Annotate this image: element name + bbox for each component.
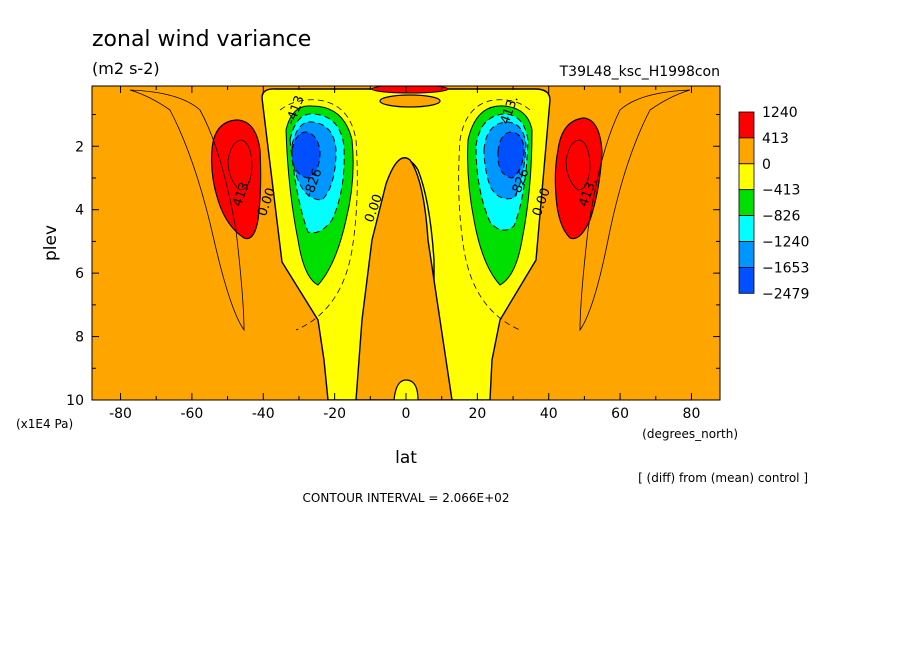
colorbar-swatch [738,111,755,139]
colorbar-label: 413 [762,131,789,147]
colorbar-label: 1240 [762,105,798,121]
y-axis-units: (x1E4 Pa) [16,417,73,431]
x-tick-label: 60 [611,406,629,422]
x-tick-label: 80 [683,406,701,422]
top-small-cell [379,94,441,108]
run-label: T39L48_ksc_H1998con [559,64,720,80]
contour-left-outer [129,89,245,332]
colorbar-label: −413 [762,183,800,199]
diff-note: [ (diff) from (mean) control ] [638,471,808,485]
dark-blue-right [497,131,525,179]
colorbar-swatch [738,189,755,216]
colorbar-label: 0 [762,157,771,173]
colorbar-swatch [738,241,755,268]
y-axis-label: plev [41,225,61,261]
y-tick-label: 6 [75,266,84,282]
dashed-left [279,99,358,331]
x-tick-label: -20 [323,406,346,422]
y-tick-label: 4 [75,203,84,219]
x-axis-label: lat [395,448,417,468]
red-left-inner [227,139,253,191]
x-axis-units: (degrees_north) [642,427,738,441]
chart-units: (m2 s-2) [92,59,160,78]
x-tick-label: 20 [468,406,486,422]
top-small-cell-2 [371,86,449,94]
contour-right-outer [579,89,691,332]
x-tick-label: -40 [252,406,275,422]
y-tick-label: 2 [75,139,84,155]
colorbar-label: −1653 [762,260,809,276]
red-right [554,117,603,240]
plot-area [92,86,720,400]
y-tick-label: 8 [75,330,84,346]
colorbar-swatch [738,215,755,242]
colorbar-swatch [738,266,755,294]
colorbar-label: −2479 [762,286,809,302]
dark-blue-left [291,131,321,179]
x-axis-ticks: -80 -60 -40 -20 0 20 40 60 80 [109,86,700,422]
x-tick-label: -60 [180,406,203,422]
x-tick-label: -80 [109,406,132,422]
y-axis-ticks: 2 4 6 8 10 [66,114,720,409]
colorbar-swatch [738,137,755,165]
colorbar-swatch [738,163,755,191]
dashed-right [458,99,531,331]
red-left [211,119,262,240]
contour-interval: CONTOUR INTERVAL = 2.066E+02 [303,491,510,505]
x-tick-label: 40 [540,406,558,422]
x-tick-label: 0 [402,406,411,422]
red-right-inner [565,139,591,191]
colorbar: 1240 413 0 −413 −826 −1240 −1653 −2479 [738,105,809,302]
bottom-bump [393,379,419,400]
chart-title: zonal wind variance [92,27,311,52]
colorbar-label: −1240 [762,235,809,251]
y-tick-label: 10 [66,393,84,409]
central-positive-tongue [355,157,453,400]
colorbar-label: −826 [762,209,801,225]
